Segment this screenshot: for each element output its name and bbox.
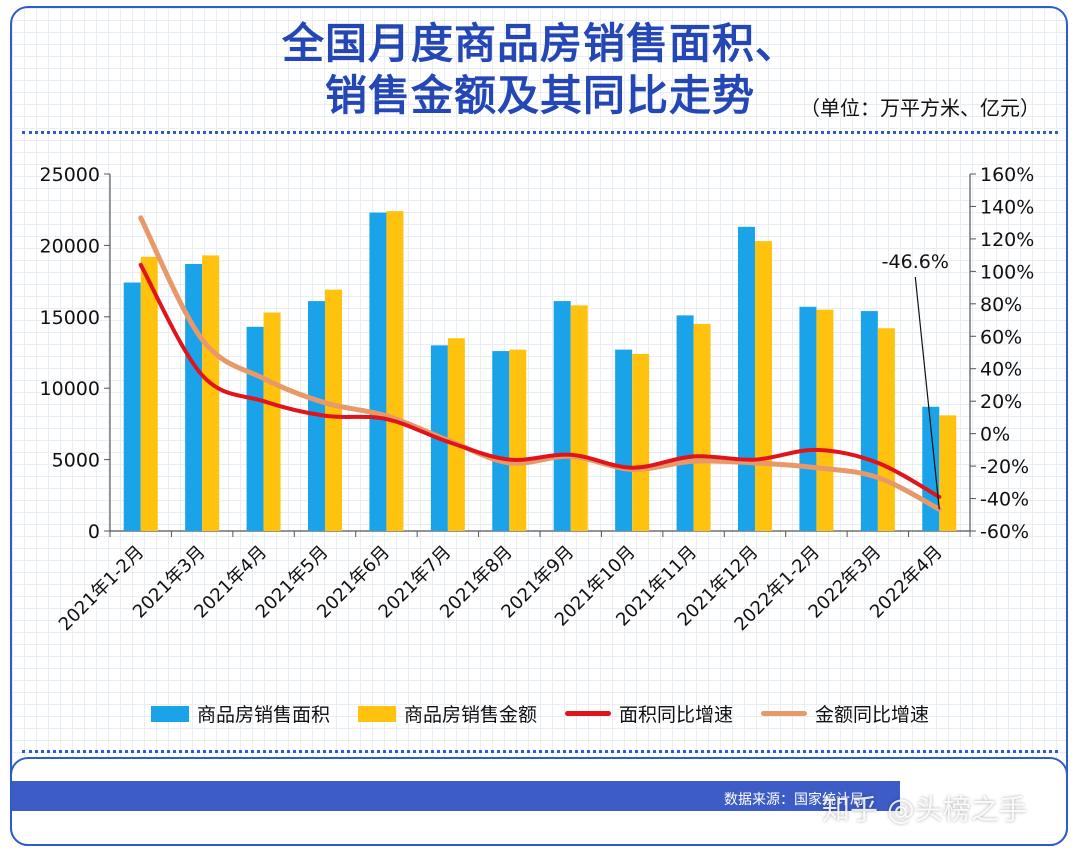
y-tick-label-left: 15000 <box>40 307 100 329</box>
source-note: 数据来源：国家统计局 <box>724 792 864 808</box>
bar-amount <box>263 312 281 531</box>
bar-area <box>860 311 878 531</box>
legend-item-area-yoy: 面积同比增速 <box>565 700 733 727</box>
legend-swatch-amount <box>357 705 396 722</box>
bar-amount <box>693 323 711 531</box>
y-tick-label-right: -20% <box>980 456 1029 478</box>
bar-area <box>738 226 755 531</box>
bar-area <box>676 315 694 531</box>
chart-title: 全国月度商品房销售面积、 销售金额及其同比走势 <box>0 18 1080 122</box>
legend-label-amount-yoy: 金额同比增速 <box>815 704 930 726</box>
x-tick-label: 2021年1-2月 <box>55 542 148 635</box>
bar-area <box>553 301 571 531</box>
y-tick-label-right: 140% <box>980 196 1034 218</box>
annotation-leader <box>914 276 940 510</box>
bottom-divider <box>22 750 1058 753</box>
y-tick-label-left: 20000 <box>40 235 100 257</box>
y-tick-label-left: 5000 <box>52 450 100 472</box>
legend-swatch-area <box>150 705 189 722</box>
y-tick-label-right: 100% <box>980 261 1034 283</box>
y-tick-label-left: 0 <box>88 521 100 543</box>
footer-bar <box>12 781 900 811</box>
y-tick-label-right: 80% <box>980 294 1022 316</box>
bar-amount <box>939 415 957 531</box>
bar-amount <box>877 328 895 531</box>
watermark: 知乎 @头榜之手 <box>822 793 1027 826</box>
line-area-yoy <box>138 262 942 499</box>
bar-area <box>492 351 510 531</box>
bar-amount <box>202 255 220 531</box>
y-tick-label-right: 0% <box>980 424 1010 446</box>
y-tick-label-right: 20% <box>980 391 1022 413</box>
bar-amount <box>509 349 527 531</box>
annotation-label: -46.6% <box>882 251 949 273</box>
y-tick-label-left: 25000 <box>40 164 100 186</box>
bar-amount <box>140 256 158 531</box>
y-tick-label-right: 120% <box>980 229 1034 251</box>
y-tick-label-left: 10000 <box>40 378 100 400</box>
y-tick-label-right: 40% <box>980 359 1022 381</box>
chart-svg: 0 5000 10000 15000 20000 25000 -60% -40% -20% 0% 2… <box>40 164 1035 635</box>
y-tick-label-right: 160% <box>980 164 1034 186</box>
unit-label: （单位：万平方米、亿元） <box>800 96 1040 120</box>
y-tick-label-right: 60% <box>980 326 1022 348</box>
legend-label-area-yoy: 面积同比增速 <box>619 704 734 726</box>
bar-amount <box>325 289 342 531</box>
legend-label-area: 商品房销售面积 <box>196 704 330 726</box>
bar-area <box>799 306 817 531</box>
bar-amount <box>816 309 834 531</box>
bar-amount <box>570 305 588 531</box>
bar-area <box>123 282 141 531</box>
bar-area <box>246 326 264 531</box>
legend: 商品房销售面积 商品房销售金额 面积同比增速 金额同比增速 <box>0 700 1080 727</box>
legend-label-amount: 商品房销售金额 <box>403 704 537 726</box>
y-tick-label-right: -40% <box>980 489 1029 511</box>
bar-area <box>615 349 633 531</box>
bar-area <box>185 263 203 531</box>
bar-area <box>369 212 387 531</box>
bar-amount <box>632 353 650 531</box>
title-line-1: 全国月度商品房销售面积、 <box>281 19 798 68</box>
bar-amount <box>755 241 772 531</box>
legend-item-amount-yoy: 金额同比增速 <box>761 700 929 727</box>
title-line-2: 销售金额及其同比走势 <box>324 71 755 120</box>
legend-swatch-amount-yoy <box>761 711 808 716</box>
bar-amount <box>386 211 404 531</box>
top-divider <box>22 131 1058 134</box>
line-amount-yoy <box>138 215 942 512</box>
legend-item-area: 商品房销售面积 <box>150 700 330 727</box>
bar-amount <box>447 338 465 531</box>
legend-swatch-area-yoy <box>565 711 611 716</box>
legend-item-amount: 商品房销售金额 <box>357 700 537 727</box>
y-tick-label-right: -60% <box>980 521 1029 543</box>
